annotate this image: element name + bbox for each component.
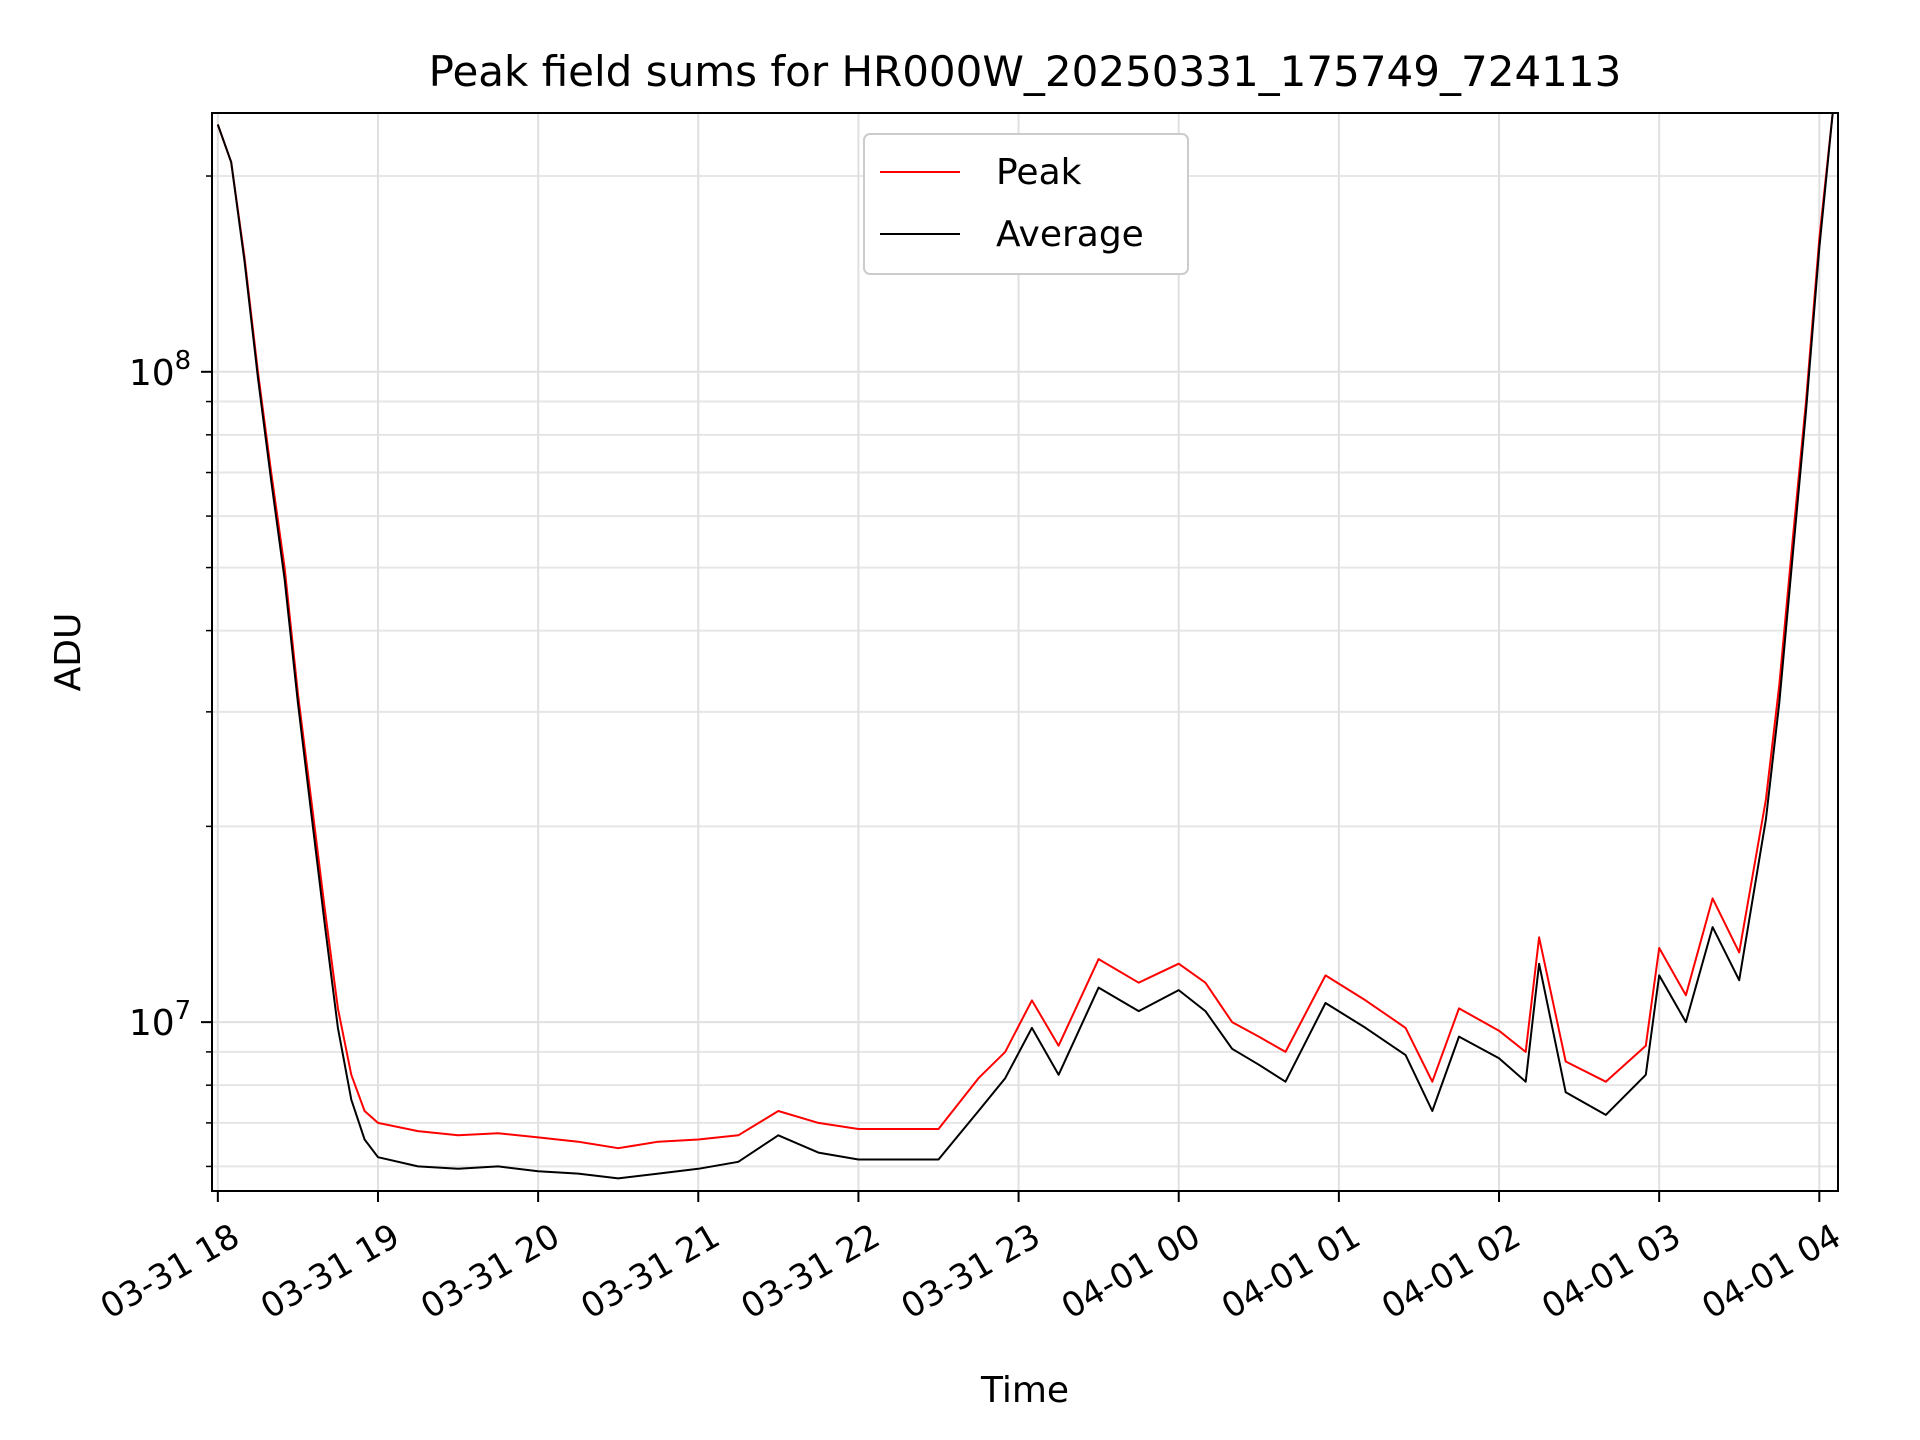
legend: Peak Average — [863, 133, 1189, 275]
y-axis: 107 108 — [129, 175, 212, 1168]
x-axis-label: Time — [980, 1370, 1069, 1411]
series-line-peak — [216, 113, 1834, 1150]
chart-title: Peak field sums for HR000W_20250331_1757… — [429, 47, 1622, 96]
series-layer — [216, 113, 1834, 1180]
plot-frame — [211, 112, 1839, 1192]
y-tick-label: 108 — [129, 346, 191, 394]
y-axis-label: ADU — [48, 613, 89, 692]
legend-box — [863, 133, 1189, 275]
y-tick-label: 107 — [129, 996, 191, 1044]
grid — [212, 113, 1838, 1191]
legend-label-average: Average — [996, 214, 1144, 255]
legend-label-peak: Peak — [996, 152, 1082, 193]
series-line-average — [216, 113, 1834, 1180]
